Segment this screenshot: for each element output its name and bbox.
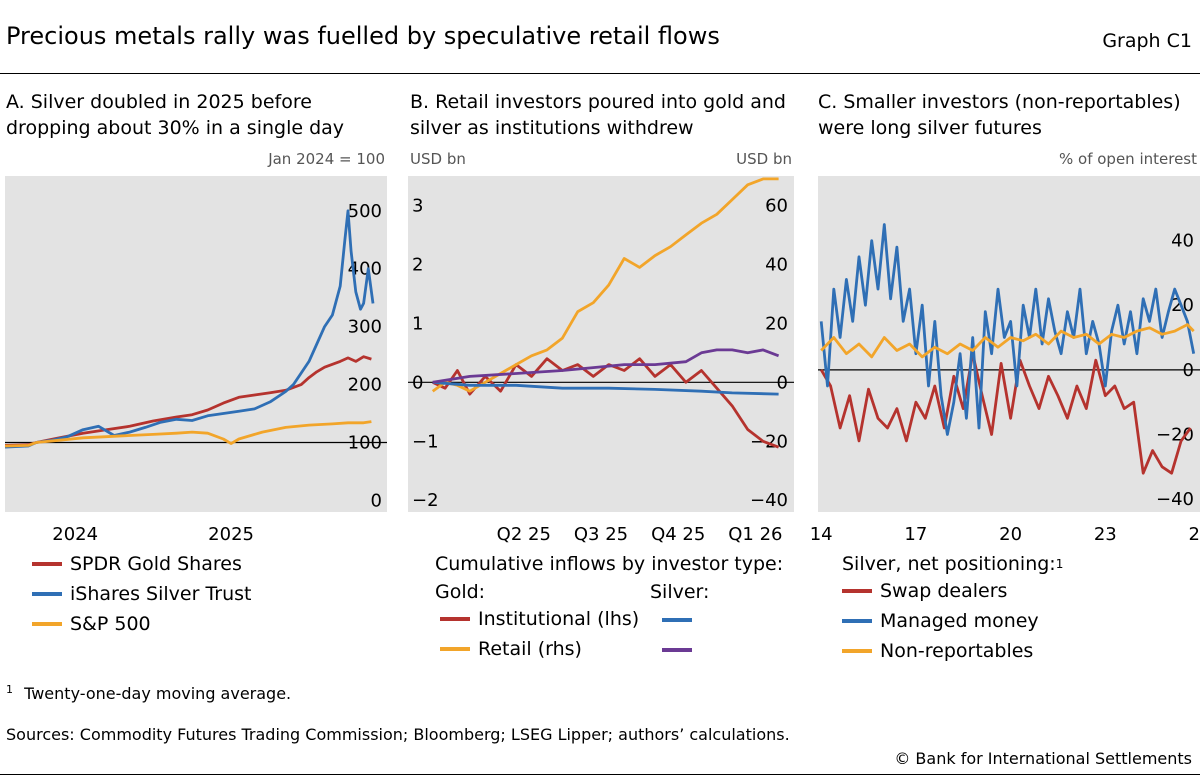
- footnote: 1 Twenty-one-day moving average.: [6, 683, 291, 703]
- swatch-orange: [32, 622, 62, 626]
- x-tick-label: Q3 25: [574, 524, 628, 545]
- graph-title: Precious metals rally was fuelled by spe…: [6, 22, 720, 50]
- x-tick-label: Q1 26: [728, 524, 782, 545]
- series-line-0: [4, 355, 372, 447]
- series-line-0: [819, 352, 1192, 475]
- y-tick-label-right: −40: [1156, 489, 1194, 510]
- series-line-2: [4, 420, 372, 448]
- x-tick-label: 17: [904, 524, 927, 545]
- y-tick-label-right: 0: [777, 372, 788, 393]
- x-tick-label: 2024: [52, 524, 98, 545]
- y-tick-label-right: −40: [750, 490, 788, 511]
- swatch-blue: [32, 592, 62, 596]
- series-line-1: [819, 223, 1196, 436]
- legend-item-institutional: Institutional (lhs): [440, 608, 639, 630]
- legend-b-gold-label: Gold:: [435, 581, 486, 603]
- header-rule: [0, 73, 1200, 74]
- series-line-2: [820, 323, 1195, 359]
- x-tick-label: Q2 25: [497, 524, 551, 545]
- legend-item-ishares-silver: iShares Silver Trust: [32, 583, 251, 605]
- legend-c-heading: Silver, net positioning: 1: [842, 553, 1063, 575]
- y-tick-label-right: 500: [348, 201, 382, 222]
- y-tick-label-right: 0: [1183, 360, 1194, 381]
- swatch-silver-retail: [662, 648, 692, 652]
- legend-item-retail: Retail (rhs): [440, 638, 582, 660]
- series-line-1: [431, 177, 779, 393]
- x-tick-label: 26: [1189, 524, 1200, 545]
- x-tick-label: Q4 25: [651, 524, 705, 545]
- panel-b-unit-left: USD bn: [410, 150, 466, 168]
- sources-note: Sources: Commodity Futures Trading Commi…: [6, 725, 790, 744]
- panel-a-title: A. Silver doubled in 2025 before droppin…: [6, 91, 345, 139]
- chart-a: 0 100 200 300 400 500 2024 2025: [4, 176, 387, 545]
- legend-label: Retail (rhs): [478, 638, 582, 660]
- swatch-red: [440, 617, 470, 621]
- footer-rule: [0, 774, 1200, 775]
- legend-label: S&P 500: [70, 613, 151, 635]
- legend-item-sp500: S&P 500: [32, 613, 151, 635]
- y-tick-label-right: 20: [765, 313, 788, 334]
- graph-id: Graph C1: [1102, 30, 1192, 52]
- plot-background: [408, 176, 794, 512]
- y-tick-label-left: 3: [412, 195, 423, 216]
- panel-b-unit-right: USD bn: [736, 150, 792, 168]
- swatch-red: [842, 589, 872, 593]
- panel-b-title: B. Retail investors poured into gold and…: [410, 91, 786, 139]
- legend-b-heading: Cumulative inflows by investor type:: [435, 553, 784, 575]
- swatch-orange: [842, 649, 872, 653]
- panel-c-title: C. Smaller investors (non-reportables) w…: [818, 91, 1181, 139]
- y-tick-label-left: 0: [412, 372, 423, 393]
- swatch-blue: [842, 619, 872, 623]
- legend-item-swap-dealers: Swap dealers: [842, 580, 1007, 602]
- legend-c-heading-sup: 1: [1055, 557, 1064, 571]
- y-tick-label-right: −20: [1156, 424, 1194, 445]
- series-line-3: [432, 348, 780, 384]
- y-tick-label-left: −1: [412, 431, 439, 452]
- y-tick-label-right: 40: [765, 254, 788, 275]
- x-tick-label: 14: [810, 524, 833, 545]
- chart-c: −40−20020401417202326: [810, 176, 1200, 545]
- y-tick-label-right: 100: [348, 432, 382, 453]
- legend-label: Non-reportables: [880, 640, 1034, 662]
- y-tick-label-left: −2: [412, 490, 439, 511]
- legend-label: SPDR Gold Shares: [70, 553, 242, 575]
- legend-label: Institutional (lhs): [478, 608, 640, 630]
- x-tick-label: 2025: [208, 524, 254, 545]
- y-tick-label-left: 2: [412, 254, 423, 275]
- legend-label: Swap dealers: [880, 580, 1008, 602]
- copyright: © Bank for International Settlements: [894, 749, 1192, 768]
- panel-a-unit: Jan 2024 = 100: [268, 150, 385, 168]
- legend-c-heading-text: Silver, net positioning:: [842, 553, 1056, 575]
- panel-c-unit: % of open interest: [1059, 150, 1197, 168]
- series-line-1: [4, 209, 375, 449]
- legend-item-managed-money: Managed money: [842, 610, 1039, 632]
- y-tick-label-left: 1: [412, 313, 423, 334]
- series-line-2: [432, 380, 779, 396]
- y-tick-label-right: 200: [348, 375, 382, 396]
- footnote-text: Twenty-one-day moving average.: [24, 684, 292, 704]
- y-tick-label-right: 40: [1171, 231, 1194, 252]
- y-tick-label-right: 300: [348, 317, 382, 338]
- swatch-orange: [440, 647, 470, 651]
- y-tick-label-right: 400: [348, 259, 382, 280]
- legend-item-non-reportables: Non-reportables: [842, 640, 1033, 662]
- footnote-mark: 1: [6, 683, 13, 696]
- swatch-silver-institutional: [662, 618, 692, 622]
- legend-item-spdr-gold: SPDR Gold Shares: [32, 553, 242, 575]
- swatch-red: [32, 562, 62, 566]
- x-tick-label: 23: [1094, 524, 1117, 545]
- legend-label: Managed money: [880, 610, 1039, 632]
- legend-label: iShares Silver Trust: [70, 583, 252, 605]
- plot-background: [5, 176, 387, 512]
- x-tick-label: 20: [999, 524, 1022, 545]
- legend-b-silver-label: Silver:: [650, 581, 710, 603]
- y-tick-label-right: 0: [371, 490, 382, 511]
- y-tick-label-right: 60: [765, 195, 788, 216]
